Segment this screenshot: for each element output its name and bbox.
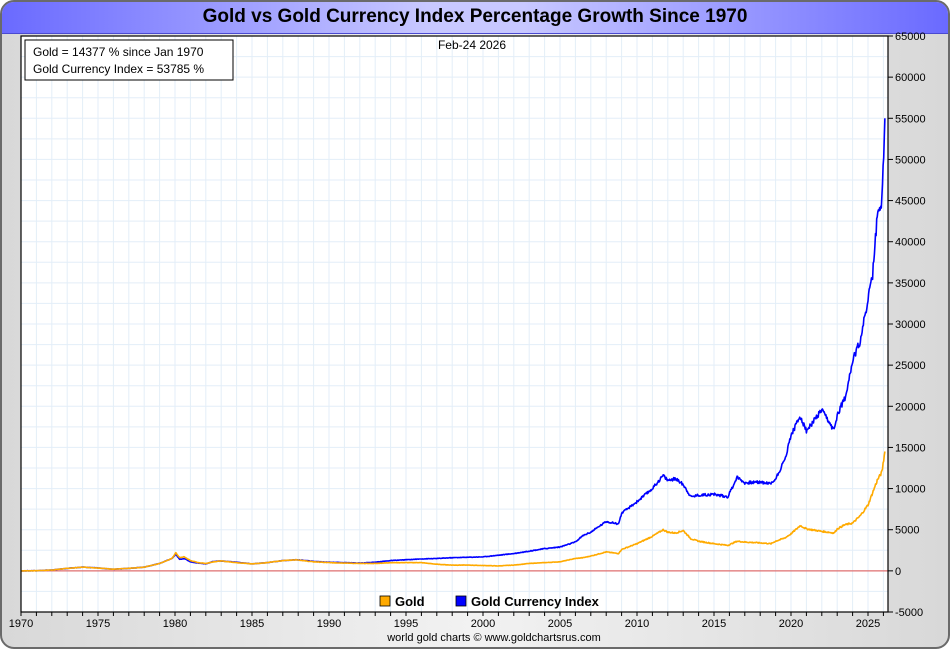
y-tick-label: 40000 — [895, 237, 926, 249]
legend-label-gci: Gold Currency Index — [471, 594, 600, 609]
x-tick-label: 1970 — [9, 618, 33, 630]
annotation-box: Gold = 14377 % since Jan 1970 Gold Curre… — [24, 39, 234, 81]
y-tick-label: -5000 — [895, 607, 923, 619]
legend-swatch-gold — [379, 595, 391, 607]
annotation-box-border — [24, 39, 234, 81]
chart-title: Gold vs Gold Currency Index Percentage G… — [202, 6, 748, 27]
title-bar: Gold vs Gold Currency Index Percentage G… — [2, 2, 948, 34]
credit-text: world gold charts © www.goldchartsrus.co… — [386, 632, 601, 644]
y-tick-label: 35000 — [895, 278, 926, 290]
y-tick-label: 25000 — [895, 360, 926, 372]
x-tick-label: 1975 — [86, 618, 110, 630]
y-tick-label: 20000 — [895, 401, 926, 413]
gci-annotation: Gold Currency Index = 53785 % — [33, 62, 204, 76]
y-tick-label: 5000 — [895, 525, 919, 537]
x-tick-label: 1995 — [394, 618, 418, 630]
y-tick-label: 45000 — [895, 196, 926, 208]
gold-annotation: Gold = 14377 % since Jan 1970 — [33, 45, 204, 59]
y-tick-label: 50000 — [895, 154, 926, 166]
date-label: Feb-24 2026 — [438, 38, 506, 52]
series-lines — [20, 118, 886, 572]
y-tick-label: 0 — [895, 566, 901, 578]
x-tick-label: 1985 — [240, 618, 264, 630]
y-tick-label: 55000 — [895, 113, 926, 125]
y-tick-label: 30000 — [895, 319, 926, 331]
x-tick-label: 2020 — [779, 618, 803, 630]
x-tick-label: 2005 — [548, 618, 572, 630]
y-tick-label: 65000 — [895, 31, 926, 43]
x-tick-label: 1990 — [317, 618, 341, 630]
y-tick-label: 60000 — [895, 72, 926, 84]
x-tick-label: 2000 — [471, 618, 495, 630]
x-tick-label: 2010 — [625, 618, 649, 630]
y-tick-label: 15000 — [895, 442, 926, 454]
y-axis: -5000 0 5000 10000 15000 20000 25000 30000 35000… — [888, 31, 926, 619]
legend-swatch-gci — [455, 595, 467, 607]
y-tick-label: 10000 — [895, 484, 926, 496]
x-tick-label: 2015 — [702, 618, 726, 630]
grid — [21, 36, 888, 612]
legend: Gold Gold Currency Index — [379, 594, 600, 609]
legend-label-gold: Gold — [395, 594, 425, 609]
x-tick-label: 1980 — [163, 618, 187, 630]
x-tick-label: 2025 — [856, 618, 880, 630]
series-line-gold — [20, 451, 886, 572]
x-axis: 1970 1975 1980 1985 1990 1995 2000 2005 2010 2015… — [9, 612, 884, 630]
